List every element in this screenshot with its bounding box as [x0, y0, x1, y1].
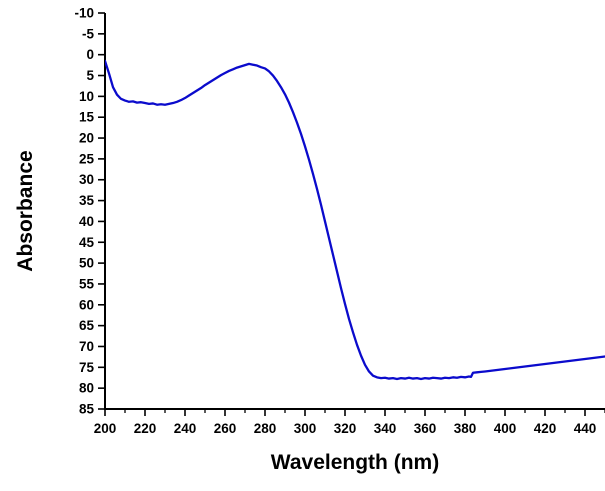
x-axis-label: Wavelength (nm): [270, 451, 440, 474]
y-tick-label: 50: [79, 256, 94, 271]
x-tick-label: 240: [174, 421, 197, 436]
x-tick-label: 200: [94, 421, 117, 436]
x-tick-label: 220: [134, 421, 157, 436]
y-tick-label: 65: [79, 318, 95, 333]
y-tick-label: 75: [79, 360, 95, 375]
x-tick-label: 440: [574, 421, 597, 436]
x-tick-label: 400: [494, 421, 517, 436]
y-tick-label: 85: [79, 402, 95, 417]
x-tick-label: 300: [294, 421, 317, 436]
y-tick-label: 35: [79, 193, 95, 208]
x-tick-label: 380: [454, 421, 477, 436]
x-tick-label: 360: [414, 421, 437, 436]
y-tick-label: 0: [86, 47, 94, 62]
y-tick-label: -10: [74, 6, 94, 21]
y-tick-label: 20: [79, 131, 94, 146]
axes-frame: [104, 13, 605, 410]
x-tick-label: 260: [214, 421, 237, 436]
x-tick-label: 320: [334, 421, 357, 436]
y-tick-label: 5: [86, 68, 94, 83]
y-axis-label: Absorbance: [14, 150, 37, 272]
x-tick-label: 340: [374, 421, 397, 436]
y-tick-label: 80: [79, 381, 94, 396]
x-tick-label: 420: [534, 421, 557, 436]
y-tick-label: 25: [79, 151, 95, 166]
absorbance-curve: [105, 59, 605, 381]
y-tick-label: 15: [79, 110, 95, 125]
y-tick-label: 40: [79, 214, 94, 229]
y-tick-label: 70: [79, 339, 94, 354]
y-tick-label: 45: [79, 235, 95, 250]
x-tick-label: 280: [254, 421, 277, 436]
y-tick-label: 55: [79, 276, 95, 291]
y-tick-label: 10: [79, 89, 94, 104]
y-tick-label: -5: [82, 26, 94, 41]
y-tick-label: 30: [79, 172, 94, 187]
y-tick-label: 60: [79, 297, 94, 312]
